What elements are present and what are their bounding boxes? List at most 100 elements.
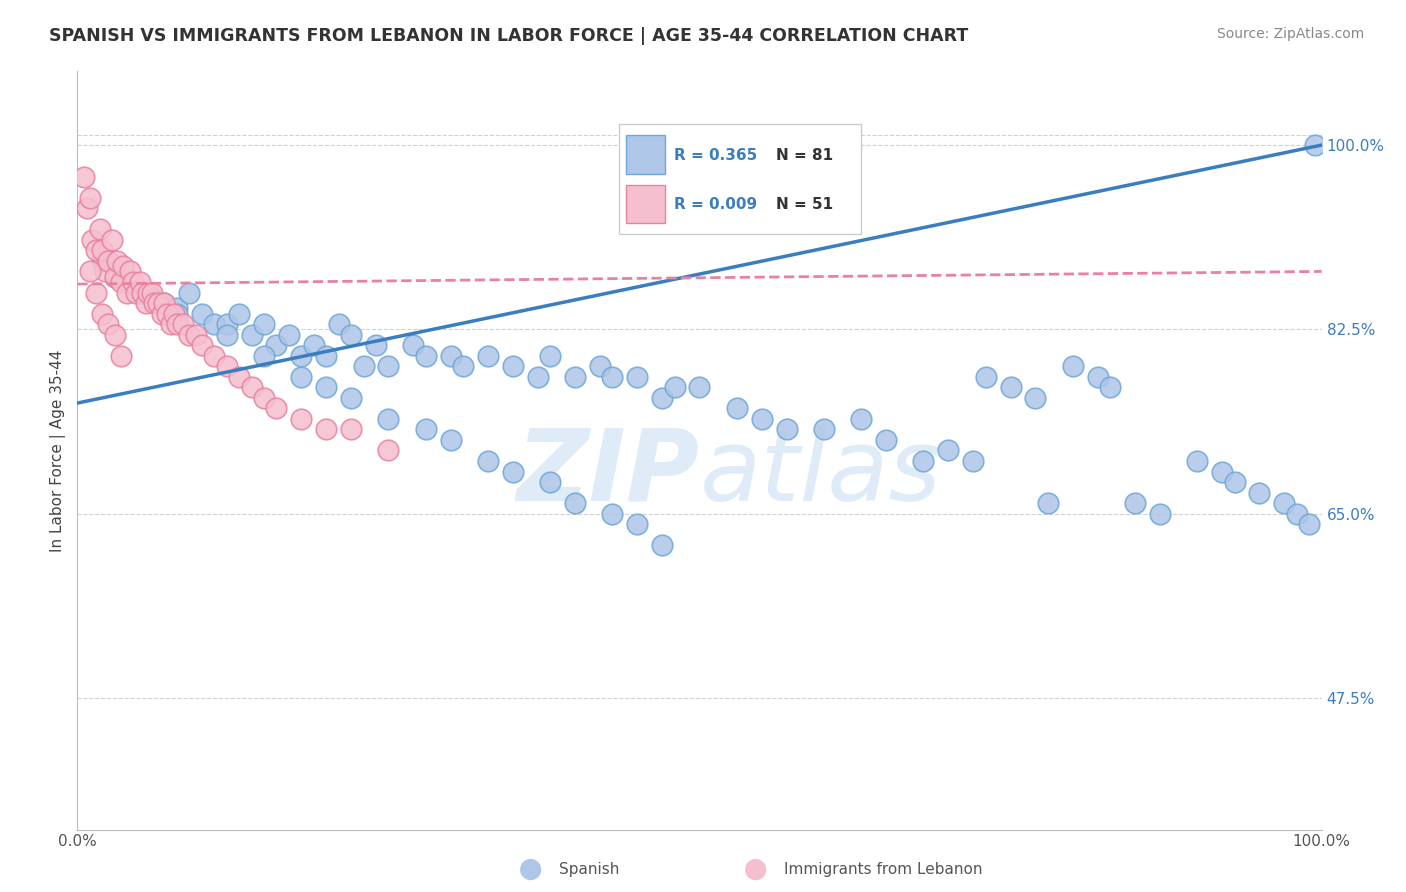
Point	[402, 338, 425, 352]
Point	[143, 296, 166, 310]
Point	[1024, 391, 1046, 405]
Point	[962, 454, 984, 468]
Point	[328, 317, 350, 331]
Point	[141, 291, 163, 305]
Point	[104, 269, 127, 284]
Point	[150, 307, 173, 321]
Point	[936, 443, 959, 458]
Point	[163, 307, 186, 321]
Point	[526, 369, 548, 384]
Point	[156, 307, 179, 321]
Point	[1062, 359, 1084, 374]
Point	[82, 233, 104, 247]
Point	[159, 317, 181, 331]
Point	[1305, 138, 1327, 153]
Point	[377, 443, 399, 458]
Point	[1123, 496, 1146, 510]
Point	[1298, 517, 1320, 532]
Point	[166, 317, 188, 331]
Point	[93, 264, 115, 278]
Point	[153, 296, 176, 310]
Point	[84, 285, 107, 300]
Point	[191, 338, 214, 352]
Point	[91, 244, 114, 258]
Point	[202, 317, 225, 331]
Point	[912, 454, 935, 468]
Point	[589, 359, 612, 374]
Point	[415, 349, 437, 363]
Point	[602, 369, 624, 384]
Point	[153, 296, 176, 310]
Point	[775, 422, 797, 436]
Point	[851, 412, 873, 426]
Point	[290, 369, 312, 384]
Point	[813, 422, 835, 436]
Text: SPANISH VS IMMIGRANTS FROM LEBANON IN LABOR FORCE | AGE 35-44 CORRELATION CHART: SPANISH VS IMMIGRANTS FROM LEBANON IN LA…	[49, 27, 969, 45]
Point	[115, 285, 138, 300]
Point	[751, 412, 773, 426]
Point	[1087, 369, 1109, 384]
Point	[101, 233, 124, 247]
Point	[502, 465, 524, 479]
Point	[84, 244, 107, 258]
Point	[1285, 507, 1308, 521]
Point	[477, 454, 499, 468]
Point	[191, 307, 214, 321]
Point	[1000, 380, 1022, 394]
Point	[148, 296, 170, 310]
Point	[266, 401, 288, 416]
Point	[1272, 496, 1295, 510]
Point	[179, 327, 201, 342]
Point	[1185, 454, 1208, 468]
Point	[364, 338, 387, 352]
Point	[439, 433, 461, 447]
Point	[112, 259, 135, 273]
Point	[602, 507, 624, 521]
Point	[131, 285, 153, 300]
Text: ⬤: ⬤	[519, 859, 543, 880]
Point	[136, 285, 159, 300]
Point	[215, 327, 238, 342]
Point	[128, 285, 150, 300]
Point	[118, 264, 141, 278]
Point	[141, 285, 163, 300]
Point	[104, 327, 127, 342]
Y-axis label: In Labor Force | Age 35-44: In Labor Force | Age 35-44	[51, 350, 66, 551]
Point	[315, 349, 337, 363]
Point	[166, 301, 188, 316]
Point	[1211, 465, 1233, 479]
Point	[104, 269, 127, 284]
Point	[315, 380, 337, 394]
Point	[184, 327, 207, 342]
Text: atlas: atlas	[700, 425, 941, 522]
Point	[215, 317, 238, 331]
Point	[689, 380, 711, 394]
Point	[302, 338, 325, 352]
Point	[564, 369, 586, 384]
Point	[415, 422, 437, 436]
Point	[377, 359, 399, 374]
Point	[626, 517, 648, 532]
Point	[97, 317, 120, 331]
Point	[110, 275, 132, 289]
Point	[340, 391, 363, 405]
Point	[1036, 496, 1059, 510]
Point	[538, 475, 561, 489]
Point	[72, 169, 94, 184]
Point	[253, 349, 276, 363]
Point	[135, 296, 157, 310]
Point	[974, 369, 997, 384]
Text: ZIP: ZIP	[516, 425, 700, 522]
Text: Spanish: Spanish	[560, 863, 619, 877]
Point	[1223, 475, 1246, 489]
Point	[266, 338, 288, 352]
Point	[538, 349, 561, 363]
Point	[290, 412, 312, 426]
Point	[502, 359, 524, 374]
Point	[1249, 485, 1271, 500]
Point	[725, 401, 748, 416]
Point	[451, 359, 474, 374]
Point	[253, 317, 276, 331]
Point	[377, 412, 399, 426]
Point	[97, 254, 120, 268]
